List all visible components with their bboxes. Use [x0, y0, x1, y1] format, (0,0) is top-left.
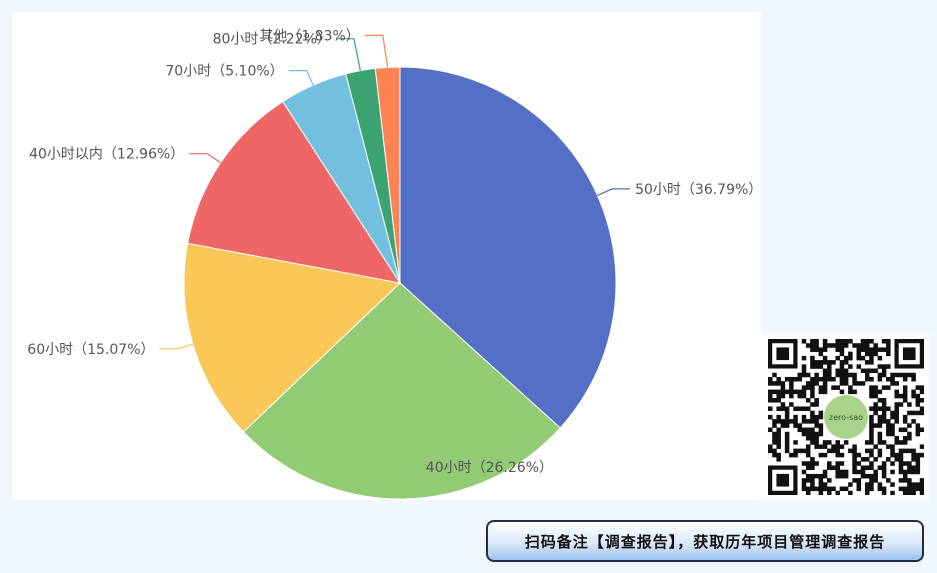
promo-banner-text: 扫码备注【调查报告】，获取历年项目管理调查报告: [524, 532, 886, 551]
pie-slice-label-6: 其他（1.83%）: [259, 28, 359, 44]
qr-logo-icon: [824, 395, 868, 439]
pie-slices: [183, 66, 617, 500]
pie-slice-label-4: 70小时（5.10%）: [165, 64, 283, 80]
pie-leader-line-1: [402, 466, 421, 500]
pie-slice-2[interactable]: [183, 242, 402, 433]
pie-slice-0[interactable]: [399, 66, 617, 429]
qr-code-panel: zero-sao: [762, 333, 930, 501]
pie-leader-line-4: [288, 69, 314, 86]
qr-code: zero-sao: [768, 339, 924, 495]
pie-slice-label-5: 80小时（2.22%）: [213, 32, 331, 48]
pie-leader-line-6: [364, 34, 389, 68]
pie-slice-label-3: 40小时以内（12.96%）: [29, 147, 184, 163]
pie-leader-line-0: [597, 188, 631, 196]
qr-logo-text: zero-sao: [829, 413, 863, 422]
pie-slice-label-2: 60小时（15.07%）: [27, 342, 154, 358]
pie-chart: 50小时（36.79%） 40小时（26.26%） 60小时（15.07%） 40小时…: [27, 28, 762, 500]
chart-panel: 50小时（36.79%） 40小时（26.26%） 60小时（15.07%） 40小时…: [12, 12, 762, 500]
pie-leader-line-5: [335, 38, 361, 71]
pie-leader-line-3: [189, 153, 221, 164]
pie-labels: 50小时（36.79%） 40小时（26.26%） 60小时（15.07%） 40小时…: [27, 28, 762, 500]
pie-slice-label-1: 40小时（26.26%）: [426, 460, 553, 476]
promo-banner[interactable]: 扫码备注【调查报告】，获取历年项目管理调查报告: [486, 520, 924, 562]
pie-slice-3[interactable]: [187, 100, 402, 284]
pie-slice-label-0: 50小时（36.79%）: [635, 182, 762, 198]
pie-leader-line-2: [159, 343, 194, 350]
